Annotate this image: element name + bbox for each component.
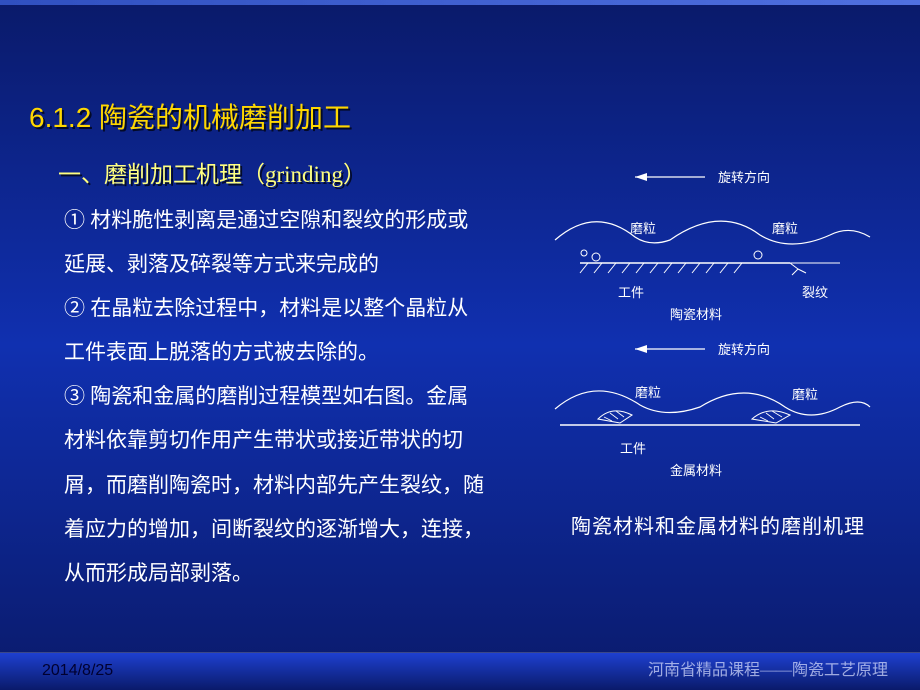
debris-3 (754, 251, 762, 259)
workpiece-label-top: 工件 (618, 285, 644, 300)
grain-label-b-top: 磨粒 (772, 221, 798, 236)
rotation-arrow-head-b (635, 345, 647, 353)
rotation-arrow-head (635, 173, 647, 181)
material-label-bottom: 金属材料 (670, 463, 722, 478)
debris-2 (592, 253, 600, 261)
wheel-surface-bottom (555, 391, 870, 415)
grinding-diagram: 旋转方向 (540, 155, 880, 485)
rotation-label-top: 旋转方向 (718, 170, 770, 185)
crack-label: 裂纹 (802, 285, 828, 300)
footer-bar: 2014/8/25 河南省精品课程——陶瓷工艺原理 (0, 652, 920, 690)
bottom-panel: 旋转方向 磨粒 磨粒 工件 金属材料 (555, 342, 870, 478)
grain-label-b-bottom: 磨粒 (792, 387, 818, 402)
chip-right (752, 411, 790, 423)
wheel-surface-top (555, 221, 870, 244)
material-label-top: 陶瓷材料 (670, 307, 722, 322)
diagram-caption: 陶瓷材料和金属材料的磨削机理 (571, 510, 865, 539)
workpiece-label-bottom: 工件 (620, 441, 646, 456)
debris-1 (581, 250, 587, 256)
section-title: 6.1.2 陶瓷的机械磨削加工 (29, 96, 351, 136)
sub-title: 一、磨削加工机理（grinding） (58, 155, 366, 189)
grain-label-a-bottom: 磨粒 (635, 385, 661, 400)
top-accent-bar (0, 0, 920, 5)
top-panel: 旋转方向 (555, 170, 870, 322)
grain-label-a-top: 磨粒 (630, 221, 656, 236)
hatch-top (580, 263, 742, 273)
chip-left (598, 411, 632, 423)
diagram-svg: 旋转方向 (540, 155, 880, 485)
body-text: ① 材料脆性剥离是通过空隙和裂纹的形成或延展、剥落及碎裂等方式来完成的 ② 在晶… (64, 198, 484, 595)
crack-lines (790, 263, 806, 275)
footer-date: 2014/8/25 (42, 662, 113, 680)
footer-right-text: 河南省精品课程——陶瓷工艺原理 (648, 656, 888, 680)
rotation-label-bottom: 旋转方向 (718, 342, 770, 357)
